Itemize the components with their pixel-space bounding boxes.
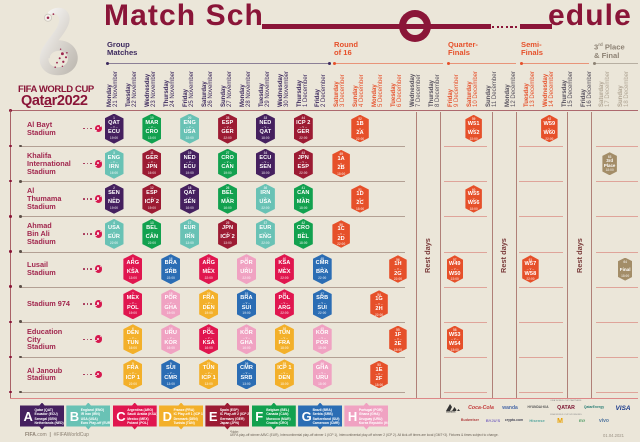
svg-text:adidas: adidas	[446, 410, 456, 413]
